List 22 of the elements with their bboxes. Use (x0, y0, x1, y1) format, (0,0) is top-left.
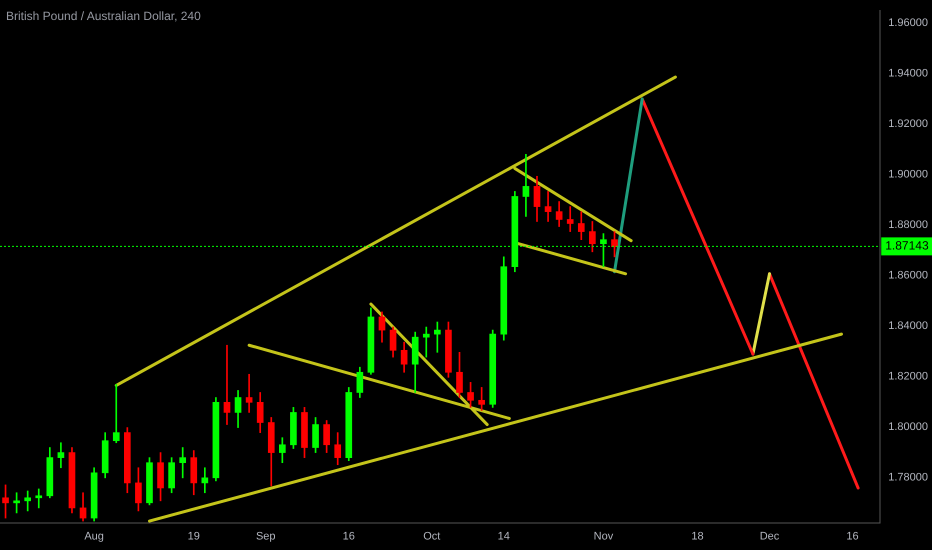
chart-title: British Pound / Australian Dollar, 240 (6, 9, 201, 23)
x-tick-label: Aug (84, 530, 104, 542)
y-tick-label: 1.88000 (888, 218, 928, 231)
x-tick-label: Sep (256, 530, 276, 542)
y-tick-label: 1.84000 (888, 320, 928, 332)
x-tick-label: 16 (846, 530, 859, 542)
x-tick-label: 18 (691, 530, 704, 542)
y-tick-label: 1.94000 (888, 67, 928, 80)
y-tick-label: 1.80000 (888, 420, 928, 433)
x-tick-label: 14 (498, 530, 510, 542)
y-tick-label: 1.78000 (888, 471, 928, 484)
y-tick-label: 1.86000 (888, 269, 928, 282)
ref-line-label: 1.87143 (885, 238, 929, 253)
y-tick-label: 1.90000 (888, 168, 928, 180)
x-tick-label: 19 (188, 530, 200, 542)
y-tick-label: 1.82000 (888, 370, 928, 382)
x-tick-label: Nov (594, 530, 614, 542)
x-tick-label: 16 (342, 530, 355, 542)
y-tick-label: 1.92000 (888, 118, 928, 130)
x-tick-label: Dec (760, 530, 780, 542)
x-tick-label: Oct (423, 530, 440, 542)
y-tick-label: 1.96000 (888, 16, 928, 29)
